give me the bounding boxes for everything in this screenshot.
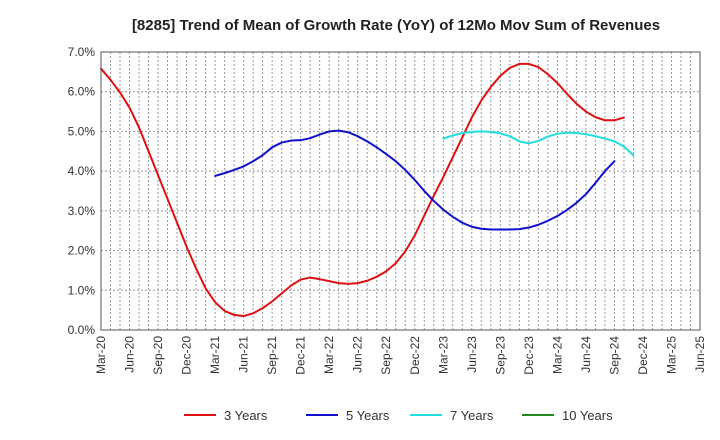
- x-tick-label: Mar-21: [208, 336, 222, 374]
- y-tick-label: 3.0%: [68, 204, 96, 218]
- x-tick-label: Sep-21: [265, 336, 279, 375]
- series-layer: [100, 62, 635, 318]
- x-tick-label: Mar-20: [94, 336, 108, 374]
- x-tick-label: Dec-22: [408, 336, 422, 375]
- x-tick-label: Jun-25: [693, 336, 707, 373]
- y-tick-label: 2.0%: [68, 244, 96, 258]
- x-tick-label: Sep-23: [493, 336, 507, 375]
- chart-title: [8285] Trend of Mean of Growth Rate (YoY…: [132, 17, 660, 34]
- x-tick-label: Jun-23: [465, 336, 479, 373]
- x-tick-label: Sep-24: [607, 336, 621, 375]
- x-tick-label: Mar-24: [550, 336, 564, 374]
- x-tick-label: Jun-20: [123, 336, 137, 373]
- series-line-7-years: [442, 130, 635, 157]
- x-tick-label: Sep-22: [379, 336, 393, 375]
- plot-border: [100, 51, 701, 331]
- x-tick-label: Dec-20: [180, 336, 194, 375]
- x-tick-label: Mar-22: [322, 336, 336, 374]
- x-tick-label: Sep-20: [151, 336, 165, 375]
- x-tick-label: Jun-22: [351, 336, 365, 373]
- x-tick-label: Mar-25: [664, 336, 678, 374]
- legend-label-7-years: 7 Years: [450, 408, 494, 423]
- y-tick-label: 4.0%: [68, 164, 96, 178]
- x-tick-label: Jun-21: [237, 336, 251, 373]
- y-tick-label: 6.0%: [68, 85, 96, 99]
- x-tick-label: Dec-21: [294, 336, 308, 375]
- series-line-5-years: [214, 129, 616, 231]
- x-tick-label: Mar-23: [436, 336, 450, 374]
- legend-label-10-years: 10 Years: [562, 408, 613, 423]
- x-tick-label: Jun-24: [579, 336, 593, 373]
- x-axis: Mar-20 Jun-20 Sep-20 Dec-20 Mar-21 Jun-21 Sep-…: [94, 336, 707, 375]
- x-tick-label: Dec-23: [522, 336, 536, 375]
- y-tick-label: 0.0%: [68, 323, 96, 337]
- y-tick-label: 5.0%: [68, 124, 96, 138]
- y-tick-label: 1.0%: [68, 283, 96, 297]
- plot-frame: [101, 52, 700, 330]
- y-tick-label: 7.0%: [68, 45, 96, 59]
- plot-area: [100, 51, 701, 331]
- legend-label-5-years: 5 Years: [346, 408, 390, 423]
- legend-label-3-years: 3 Years: [224, 408, 268, 423]
- y-axis: 0.0% 1.0% 2.0% 3.0% 4.0% 5.0% 6.0% 7.0%: [68, 45, 96, 337]
- series-line-3-years: [100, 62, 625, 318]
- x-tick-label: Dec-24: [636, 336, 650, 375]
- legend: 3 Years 5 Years 7 Years 10 Years: [184, 408, 613, 423]
